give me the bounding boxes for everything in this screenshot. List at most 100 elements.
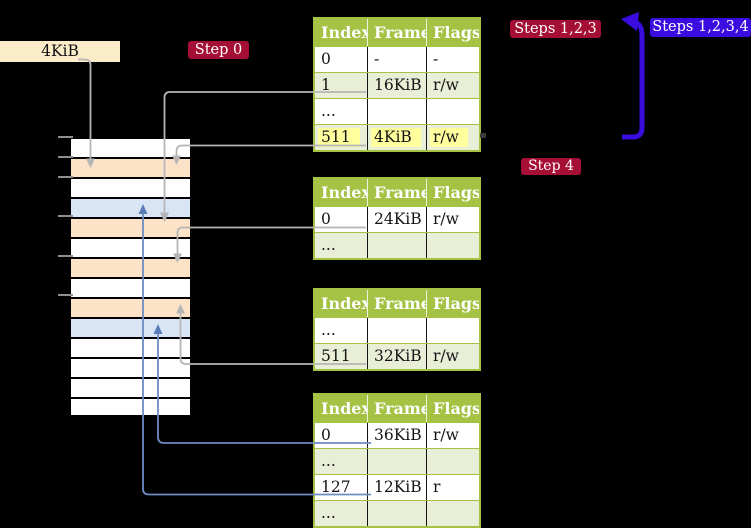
page-table-level2: Index Frame Flags ... 511 32KiB r/w [313, 288, 481, 371]
highlight: r/w [430, 128, 468, 147]
flags-cell [426, 318, 479, 343]
flags-cell [426, 449, 479, 474]
page-table-level4: Index Frame Flags 0 - - 1 16KiB r/w ... … [313, 17, 481, 152]
steps1234-badge: Steps 1,2,3,4 [650, 18, 751, 37]
frame-cell [367, 99, 426, 124]
flags-cell: r/w [426, 125, 479, 150]
index-cell: 0 [321, 426, 331, 444]
frame-cell [367, 501, 426, 526]
memory-frame-row [71, 337, 190, 357]
frame-cell: 36KiB [367, 423, 426, 448]
column-header: Frame [367, 395, 426, 422]
frame-cell: - [367, 47, 426, 72]
memory-frame-row [71, 397, 190, 417]
frame-cell [367, 449, 426, 474]
flags-cell: r/w [426, 207, 479, 232]
tick-mark [58, 136, 73, 138]
flags-cell: r/w [426, 423, 479, 448]
index-cell: 1 [321, 76, 331, 94]
step4-badge: Step 4 [521, 158, 581, 175]
frame-cell [367, 233, 426, 258]
frame-cell [367, 318, 426, 343]
table-header: Index Frame Flags [315, 290, 479, 317]
memory-frame-row [71, 197, 190, 217]
index-cell: 0 [321, 50, 331, 68]
flags-cell: r/w [426, 73, 479, 98]
memory-frame-row [71, 297, 190, 317]
table-row: ... [315, 98, 479, 124]
step0-badge: Step 0 [188, 41, 249, 59]
index-cell: ... [321, 321, 336, 339]
loop-arrow-shaft [622, 20, 645, 140]
table-row: ... [315, 448, 479, 474]
memory-frame-row [71, 257, 190, 277]
recursive-loop-arrow [621, 12, 645, 140]
index-cell: ... [321, 236, 336, 254]
column-header: Index [321, 294, 367, 313]
tick-mark [58, 255, 73, 257]
flags-cell: - [426, 47, 479, 72]
tick-mark [58, 294, 73, 296]
memory-frame-row [71, 177, 190, 197]
column-header: Flags [426, 179, 479, 206]
frame-cell: 24KiB [367, 207, 426, 232]
highlight: 511 [318, 128, 360, 147]
index-cell: ... [321, 102, 336, 120]
memory-frame-row [71, 317, 190, 337]
frame-cell: 32KiB [367, 344, 426, 369]
table-row: 511 32KiB r/w [315, 343, 479, 369]
memory-frame-row [71, 157, 190, 177]
memory-frame-row [71, 237, 190, 257]
table-row: 0 - - [315, 46, 479, 72]
table-row: ... [315, 500, 479, 526]
memory-frame-row [71, 277, 190, 297]
arrowhead-upleft-icon [621, 12, 639, 31]
memory-frame-row [71, 217, 190, 237]
memory-frame-row [71, 377, 190, 397]
frame-cell: 16KiB [367, 73, 426, 98]
memory-frame-row [71, 357, 190, 377]
column-header: Index [321, 399, 367, 418]
flags-cell: r [426, 475, 479, 500]
table-row: 0 24KiB r/w [315, 206, 479, 232]
flags-cell [426, 233, 479, 258]
table-row: ... [315, 232, 479, 258]
table-header: Index Frame Flags [315, 19, 479, 46]
flags-cell: r/w [426, 344, 479, 369]
column-header: Flags [426, 19, 479, 46]
column-header: Index [321, 183, 367, 202]
column-header: Flags [426, 290, 479, 317]
tick-mark [58, 215, 73, 217]
flags-cell [426, 501, 479, 526]
column-header: Frame [367, 19, 426, 46]
frame-cell: 12KiB [367, 475, 426, 500]
physical-memory-column [71, 137, 190, 417]
column-header: Flags [426, 395, 479, 422]
tick-mark [58, 156, 73, 158]
frame-cell: 4KiB [367, 125, 426, 150]
steps123-badge: Steps 1,2,3 [510, 20, 601, 38]
page-table-level3: Index Frame Flags 0 24KiB r/w ... [313, 177, 481, 260]
table-row: ... [315, 317, 479, 343]
index-cell: 511 [321, 347, 351, 365]
table-header: Index Frame Flags [315, 179, 479, 206]
column-header: Frame [367, 290, 426, 317]
index-cell: 127 [321, 478, 351, 496]
table-row-recursive-entry: 511 4KiB r/w [315, 124, 479, 150]
table-row: 0 36KiB r/w [315, 422, 479, 448]
table-row: 1 16KiB r/w [315, 72, 479, 98]
index-cell: 511 [315, 125, 367, 150]
index-cell: ... [321, 452, 336, 470]
column-header: Frame [367, 179, 426, 206]
page-table-level1: Index Frame Flags 0 36KiB r/w ... 127 12… [313, 393, 481, 528]
highlight: 4KiB [371, 128, 421, 147]
index-cell: ... [321, 504, 336, 522]
flags-cell [426, 99, 479, 124]
frame-size-label: 4KiB [0, 41, 120, 62]
tick-mark [58, 176, 73, 178]
memory-frame-row [71, 137, 190, 157]
table-row: 127 12KiB r [315, 474, 479, 500]
table-header: Index Frame Flags [315, 395, 479, 422]
column-header: Index [321, 23, 367, 42]
